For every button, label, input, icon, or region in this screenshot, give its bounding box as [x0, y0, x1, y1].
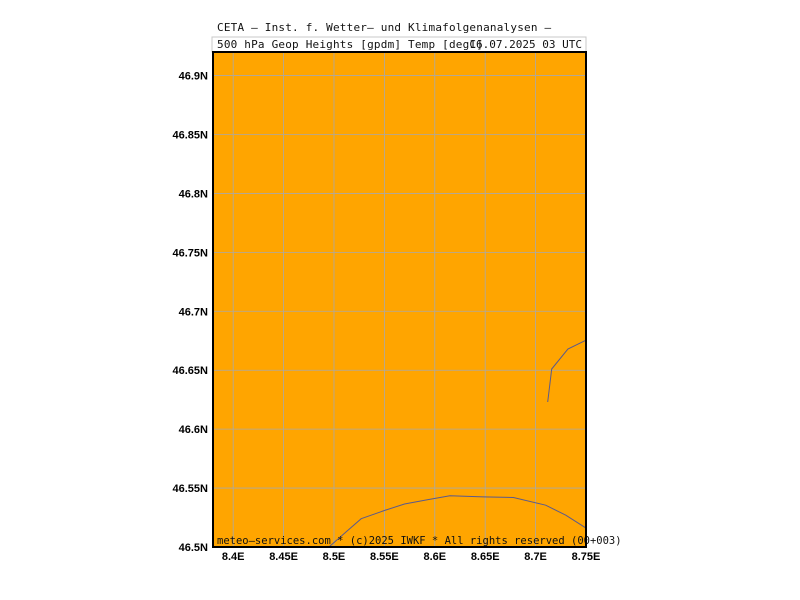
latitude-tick-label: 46.55N	[173, 483, 209, 495]
longitude-tick-label: 8.75E	[572, 551, 601, 563]
latitude-tick-label: 46.9N	[179, 71, 208, 83]
longitude-tick-labels: 8.4E 8.45E 8.5E 8.55E 8.6E 8.65E 8.7E 8.75E	[222, 551, 601, 563]
longitude-tick-label: 8.45E	[269, 551, 298, 563]
lat-lon-grid	[213, 52, 586, 547]
map-valid-time: 16.07.2025 03 UTC	[469, 38, 582, 51]
longitude-tick-label: 8.6E	[423, 551, 446, 563]
boundary-line	[547, 339, 587, 403]
longitude-tick-label: 8.7E	[524, 551, 547, 563]
latitude-tick-label: 46.8N	[179, 188, 208, 200]
latitude-tick-label: 46.5N	[179, 542, 208, 554]
boundary-line	[328, 495, 587, 548]
latitude-tick-label: 46.65N	[173, 365, 209, 377]
title-frame	[211, 36, 587, 53]
latitude-tick-label: 46.7N	[179, 306, 208, 318]
coastlines	[328, 339, 587, 548]
latitude-tick-label: 46.85N	[173, 130, 209, 142]
longitude-tick-label: 8.5E	[323, 551, 346, 563]
map-title-line-1: CETA — Inst. f. Wetter— und Klimafolgena…	[217, 21, 552, 34]
longitude-tick-label: 8.4E	[222, 551, 245, 563]
latitude-tick-label: 46.6N	[179, 424, 208, 436]
longitude-tick-label: 8.55E	[370, 551, 399, 563]
copyright-footer: meteo—services.com * (c)2025 IWKF * All …	[217, 535, 622, 547]
temperature-field	[213, 52, 586, 547]
latitude-tick-labels: 46.5N 46.55N 46.6N 46.65N 46.7N 46.75N 46.8N 46…	[173, 71, 209, 554]
map-frame	[212, 51, 587, 548]
latitude-tick-label: 46.75N	[173, 247, 209, 259]
longitude-tick-label: 8.65E	[471, 551, 500, 563]
map-title-line-2: 500 hPa Geop Heights [gpdm] Temp [degC]	[217, 38, 484, 51]
